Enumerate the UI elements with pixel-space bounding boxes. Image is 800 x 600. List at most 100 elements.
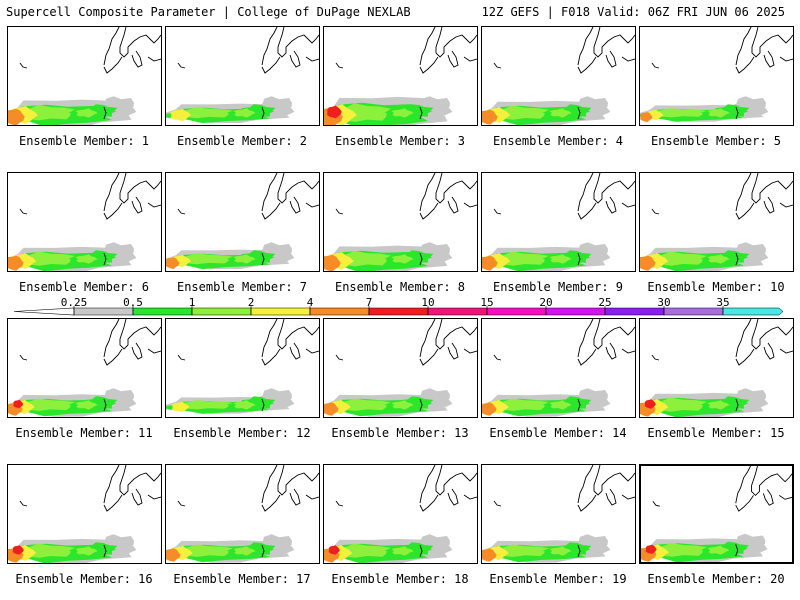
contour-band-4 [640,112,653,123]
legend-swatch [309,307,370,316]
coastline [419,319,477,366]
map-plot [8,173,161,271]
coastline [577,465,635,512]
legend-label: 15 [480,296,493,309]
ensemble-map-panel [323,464,478,564]
map-plot [482,465,635,563]
contour-band-4 [8,108,25,125]
coastline [103,319,161,366]
coastline [261,106,265,120]
member-label: Ensemble Member: 16 [15,572,153,586]
contour-band-7 [327,105,342,119]
coastline [177,354,186,361]
coastline [577,27,635,74]
coastline [177,62,186,69]
map-plot [166,319,319,414]
coastline [419,398,423,412]
contour-band-4 [166,257,180,269]
member-label: Ensemble Member: 11 [15,426,153,440]
ensemble-map-panel [7,26,162,126]
member-label: Ensemble Member: 20 [647,572,785,586]
member-label: Ensemble Member: 3 [334,134,466,148]
coastline [335,354,344,361]
legend-label: 0.5 [123,296,143,309]
legend-label: 35 [716,296,729,309]
coastline [735,544,739,557]
contour-band-4 [8,255,24,271]
coastline [419,252,423,266]
coastline [651,354,660,361]
coastline [651,62,660,69]
legend-label: 10 [421,296,434,309]
map-plot [8,465,161,563]
contour-band-1 [13,398,99,411]
member-label: Ensemble Member: 5 [650,134,782,148]
coastline [261,27,319,74]
legend-swatch [368,307,429,316]
ensemble-map-panel [481,318,636,418]
legend-swatch [132,307,193,316]
map-plot [324,319,477,417]
coastline [19,208,28,215]
legend-swatch [486,307,547,316]
ensemble-map-panel [165,172,320,272]
coastline [577,252,581,266]
contour-band-4 [324,254,341,271]
member-label: Ensemble Member: 10 [647,280,785,294]
contour-band-2 [170,108,192,122]
contour-band-1 [171,107,256,119]
legend-label: 30 [657,296,670,309]
coastline [261,319,319,366]
coastline [103,398,107,412]
contour-band-7 [13,399,24,409]
map-plot [8,319,161,417]
coastline [335,208,344,215]
contour-band-7 [644,399,656,409]
coastline [493,354,502,361]
ensemble-map-panel [481,26,636,126]
legend-swatch [722,307,784,316]
coastline [735,27,793,74]
coastline [19,62,28,69]
coastline [652,501,660,507]
coastline [493,500,502,507]
member-label: Ensemble Member: 15 [647,426,785,440]
coastline [735,319,793,366]
member-label: Ensemble Member: 7 [176,280,308,294]
legend-label: 4 [307,296,314,309]
map-plot [166,27,319,124]
legend-swatch [545,307,606,316]
map-plot [482,319,635,417]
coastline [335,62,344,69]
contour-band-7 [645,544,657,554]
contour-band-4 [166,548,181,562]
coastline [419,106,423,120]
legend-label: 20 [539,296,552,309]
coastline [735,252,739,266]
contour-band-4 [482,255,498,271]
member-label: Ensemble Member: 12 [173,426,311,440]
map-plot [166,173,319,270]
coastline [577,173,635,220]
legend-swatch [663,307,724,316]
coastline [261,465,319,512]
legend-label: 7 [366,296,373,309]
legend-swatch [73,307,134,316]
page-title: Supercell Composite Parameter | College … [6,5,411,19]
legend-label: 2 [248,296,255,309]
legend-swatch [191,307,252,316]
map-plot [640,319,793,417]
coastline [419,544,423,558]
coastline [335,500,344,507]
coastline [103,465,161,512]
contour-band-1 [645,108,730,118]
coastline [577,319,635,366]
ensemble-map-panel [165,464,320,564]
coastline [261,252,265,266]
coastline [103,544,107,558]
member-label: Ensemble Member: 2 [176,134,308,148]
contour-band-1 [487,398,572,411]
map-plot [324,173,477,271]
contour-band-1 [329,398,414,411]
contour-band-4 [482,548,497,562]
